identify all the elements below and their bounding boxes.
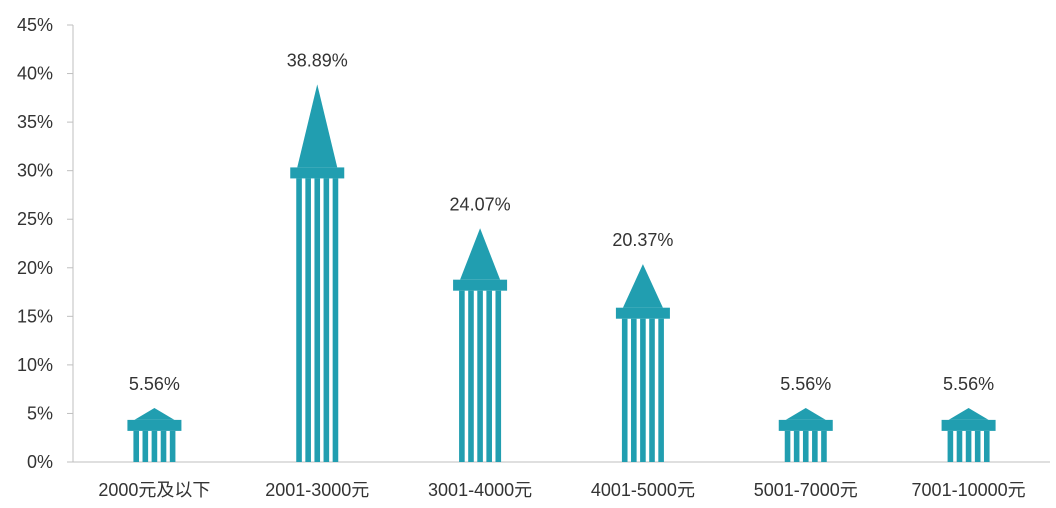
bar-stripe bbox=[332, 178, 339, 463]
x-tick-label: 2000元及以下 bbox=[98, 480, 210, 500]
data-label: 5.56% bbox=[780, 374, 831, 394]
bar-stripe bbox=[649, 318, 655, 462]
data-label: 20.37% bbox=[612, 230, 673, 250]
bar-stripe bbox=[169, 430, 176, 462]
y-tick-label: 30% bbox=[17, 161, 53, 181]
bar-stripe bbox=[631, 318, 637, 462]
bar-roof bbox=[460, 228, 501, 280]
bar-cornice bbox=[127, 419, 182, 431]
bar bbox=[290, 84, 345, 463]
y-tick-label: 10% bbox=[17, 355, 53, 375]
bar-cornice bbox=[941, 419, 996, 431]
y-tick-label: 40% bbox=[17, 64, 53, 84]
data-label: 38.89% bbox=[287, 50, 348, 70]
bar-cornice bbox=[778, 419, 833, 431]
bar-stripe bbox=[621, 318, 628, 462]
bar-stripe bbox=[305, 178, 311, 463]
bar-roof bbox=[134, 408, 175, 420]
data-label: 5.56% bbox=[129, 374, 180, 394]
x-axis: 2000元及以下 2001-3000元 3001-4000元 4001-5000元 50… bbox=[73, 461, 1050, 500]
bar-cornice bbox=[290, 167, 345, 179]
y-tick-label: 35% bbox=[17, 112, 53, 132]
bar-stripe bbox=[802, 430, 809, 462]
y-tick-label: 0% bbox=[27, 452, 53, 472]
bar-stripe bbox=[640, 318, 646, 462]
y-axis: 0% 5% 10% 15% 20% 25% 30% 35% 40% 45% bbox=[17, 15, 74, 472]
bar-stripe bbox=[151, 430, 158, 462]
bar-stripe bbox=[314, 178, 321, 463]
bar-stripe bbox=[296, 178, 302, 463]
bar-stripe bbox=[133, 430, 140, 462]
data-label: 5.56% bbox=[943, 374, 994, 394]
bar bbox=[941, 408, 996, 462]
y-tick-label: 25% bbox=[17, 209, 53, 229]
bar-stripe bbox=[793, 430, 800, 462]
bar-stripe bbox=[784, 430, 791, 462]
bar-stripe bbox=[983, 430, 990, 462]
bar bbox=[778, 408, 833, 462]
y-tick-label: 15% bbox=[17, 306, 53, 326]
bar-stripe bbox=[821, 430, 827, 462]
bar bbox=[453, 228, 508, 462]
x-tick-label: 4001-5000元 bbox=[591, 480, 695, 500]
bar-stripe bbox=[160, 430, 167, 462]
bar-roof bbox=[297, 84, 338, 168]
bar bbox=[615, 264, 670, 462]
y-tick-label: 45% bbox=[17, 15, 53, 35]
data-labels: 5.56% 38.89% 24.07% 20.37% 5.56% 5.56% bbox=[129, 50, 994, 394]
bar-roof bbox=[785, 408, 826, 420]
bar-roof bbox=[948, 408, 989, 420]
bar-cornice bbox=[453, 279, 508, 291]
x-tick-label: 7001-10000元 bbox=[912, 480, 1026, 500]
bars bbox=[127, 84, 996, 463]
bar-stripe bbox=[658, 318, 664, 462]
bar bbox=[127, 408, 182, 462]
bar-stripe bbox=[477, 290, 483, 462]
bar-stripe bbox=[142, 430, 149, 462]
bar-stripe bbox=[459, 290, 465, 462]
bar-stripe bbox=[495, 290, 502, 462]
bar-stripe bbox=[323, 178, 330, 463]
bar-stripe bbox=[947, 430, 954, 462]
bar-stripe bbox=[974, 430, 981, 462]
data-label: 24.07% bbox=[450, 194, 511, 214]
bar-cornice bbox=[615, 307, 670, 319]
x-tick-label: 2001-3000元 bbox=[265, 480, 369, 500]
y-tick-label: 5% bbox=[27, 403, 53, 423]
bar-stripe bbox=[812, 430, 818, 462]
bar-stripe bbox=[486, 290, 492, 462]
bar-stripe bbox=[965, 430, 972, 462]
bar-roof bbox=[622, 264, 663, 308]
x-tick-label: 3001-4000元 bbox=[428, 480, 532, 500]
bar-stripe bbox=[956, 430, 963, 462]
x-tick-label: 5001-7000元 bbox=[754, 480, 858, 500]
bar-stripe bbox=[468, 290, 474, 462]
y-tick-label: 20% bbox=[17, 258, 53, 278]
